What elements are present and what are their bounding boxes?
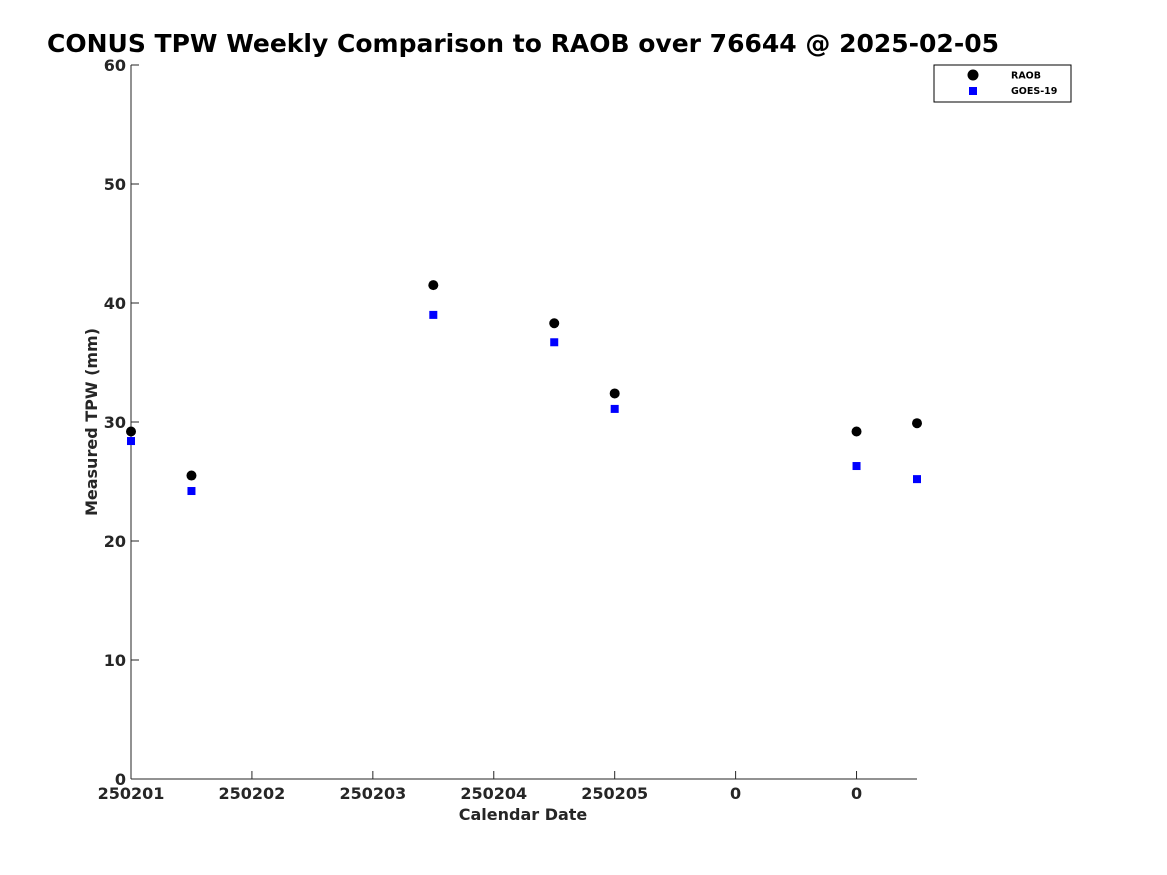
goes-19-point bbox=[550, 338, 559, 347]
x-tick-label: 250202 bbox=[219, 784, 286, 803]
goes-19-point bbox=[852, 462, 861, 471]
x-tick-label: 250201 bbox=[98, 784, 165, 803]
axes bbox=[130, 65, 917, 780]
legend: RAOB GOES-19 bbox=[933, 64, 1072, 103]
raob-point bbox=[851, 426, 862, 437]
legend-label-goes-19: GOES-19 bbox=[1011, 86, 1057, 97]
raob-point bbox=[912, 418, 922, 429]
x-ticks: 250201 250202 250203 250204 250205 0 0 bbox=[98, 771, 862, 803]
x-tick-label: 250204 bbox=[460, 784, 527, 803]
x-tick-label: 250205 bbox=[581, 784, 648, 803]
x-tick-label: 0 bbox=[851, 784, 862, 803]
goes-19-point bbox=[610, 404, 619, 413]
y-tick-label: 20 bbox=[104, 532, 126, 551]
raob-point bbox=[609, 388, 620, 399]
y-axis-label: Measured TPW (mm) bbox=[82, 328, 101, 516]
raob-point bbox=[186, 470, 197, 481]
raob-point bbox=[428, 280, 439, 291]
x-tick-label: 250203 bbox=[339, 784, 406, 803]
data-points bbox=[126, 280, 922, 496]
x-tick-label: 0 bbox=[730, 784, 741, 803]
y-tick-label: 10 bbox=[104, 651, 126, 670]
legend-box bbox=[933, 64, 1072, 103]
legend-marker-goes-19 bbox=[969, 87, 977, 95]
y-tick-label: 0 bbox=[115, 770, 126, 789]
y-tick-label: 30 bbox=[104, 413, 126, 432]
y-tick-label: 60 bbox=[104, 56, 126, 75]
x-axis-label: Calendar Date bbox=[459, 805, 588, 824]
goes-19-point bbox=[429, 310, 438, 319]
chart-title: CONUS TPW Weekly Comparison to RAOB over… bbox=[47, 29, 999, 58]
legend-marker-raob bbox=[967, 69, 979, 81]
goes-19-point bbox=[187, 487, 196, 496]
goes-19-point bbox=[913, 475, 921, 484]
raob-point bbox=[549, 318, 560, 329]
goes-19-point bbox=[127, 437, 135, 446]
y-tick-label: 50 bbox=[104, 175, 126, 194]
y-tick-label: 40 bbox=[104, 294, 126, 313]
y-ticks: 0 10 20 30 40 50 60 bbox=[104, 56, 139, 789]
legend-label-raob: RAOB bbox=[1011, 71, 1041, 82]
raob-point bbox=[126, 426, 136, 437]
